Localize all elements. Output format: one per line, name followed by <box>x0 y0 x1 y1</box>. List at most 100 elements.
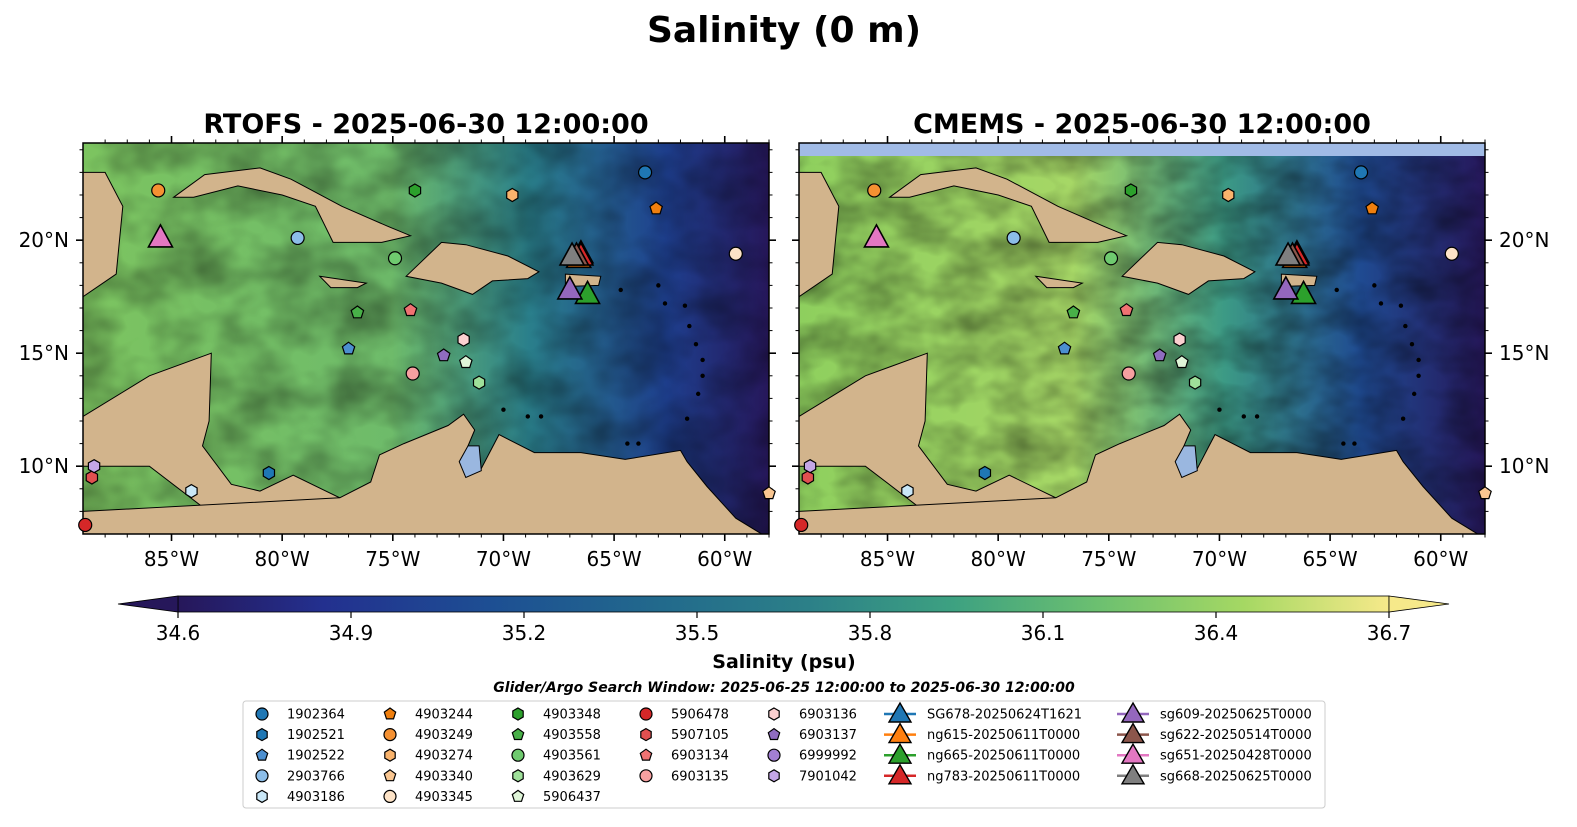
legend-label: 4903558 <box>543 728 601 743</box>
island <box>1400 416 1406 421</box>
legend-marker-2903766 <box>255 769 269 783</box>
legend-marker-ng783-20250611T0000 <box>887 763 913 785</box>
legend-label: 6999992 <box>799 749 857 764</box>
y-tick-label: 15°N <box>19 341 69 365</box>
legend-marker-4903561 <box>511 748 525 762</box>
legend-label: 1902364 <box>287 708 345 723</box>
figure-title: Salinity (0 m) <box>647 10 921 51</box>
argo-marker-6903137 <box>436 348 451 362</box>
argo-marker-1902521 <box>262 465 276 481</box>
legend-marker-4903249 <box>383 727 397 742</box>
glider-marker-sg651-20250428T0000 <box>863 223 890 248</box>
island <box>1334 287 1339 293</box>
land-polygon <box>83 352 350 534</box>
panel-frame-rtofs <box>82 142 770 535</box>
argo-marker-5907105 <box>85 470 99 485</box>
island <box>538 414 544 419</box>
legend-label: 4903561 <box>543 749 601 764</box>
argo-marker-1902522 <box>341 341 356 355</box>
legend-label: 6903137 <box>799 728 857 743</box>
legend-marker-7901042 <box>768 769 780 783</box>
island <box>693 341 699 347</box>
legend-label: 6903135 <box>671 769 729 784</box>
legend-label: 4903345 <box>415 790 473 805</box>
legend-marker-4903244 <box>383 707 397 720</box>
land-polygon <box>1034 275 1084 289</box>
argo-marker-1902364 <box>1353 165 1369 180</box>
argo-marker-6903135 <box>1121 366 1136 381</box>
island <box>636 441 641 446</box>
argo-marker-4903340 <box>762 486 776 500</box>
legend-label: 4903249 <box>415 728 473 743</box>
argo-marker-4903249 <box>151 183 166 198</box>
legend-marker-4903558 <box>511 727 525 741</box>
argo-marker-2903766 <box>290 230 305 246</box>
legend-marker-5906478 <box>639 707 653 721</box>
argo-marker-6903137 <box>1152 348 1167 362</box>
legend-label: 4903629 <box>543 769 601 784</box>
legend-marker-4903186 <box>256 789 268 804</box>
land-polygon <box>799 171 840 298</box>
legend-marker-6903134 <box>639 748 653 761</box>
land-polygon <box>318 275 368 289</box>
island <box>525 414 530 419</box>
argo-marker-4903558 <box>1066 305 1081 319</box>
argo-marker-6903134 <box>403 302 418 317</box>
legend-marker-1902521 <box>256 727 268 742</box>
y-tick-label: 20°N <box>19 228 69 252</box>
legend: 1902364 1902521 1902522 2903766 4903186 49032… <box>242 700 1326 809</box>
island <box>1378 301 1384 306</box>
map-panel-rtofs <box>83 143 769 534</box>
argo-marker-6903134 <box>1119 302 1134 317</box>
legend-marker-4903348 <box>512 707 524 721</box>
x-tick-label: 70°W <box>1192 547 1247 571</box>
island <box>656 283 661 288</box>
legend-marker-5907105 <box>640 727 652 742</box>
argo-marker-5906437 <box>458 354 473 369</box>
glider-marker-sg609-20250625T0000 <box>556 275 584 300</box>
x-tick-label: 80°W <box>971 547 1026 571</box>
island <box>1403 323 1408 329</box>
argo-marker-7901042 <box>803 459 817 474</box>
argo-marker-4903274 <box>1222 187 1235 203</box>
legend-label: sg668-20250625T0000 <box>1160 769 1312 784</box>
land-polygon <box>83 171 124 298</box>
panel-title-rtofs: RTOFS - 2025-06-30 12:00:00 <box>203 109 648 140</box>
legend-label: 5906437 <box>543 790 601 805</box>
island <box>695 391 701 397</box>
x-tick-label: 85°W <box>860 547 915 571</box>
legend-marker-6999992 <box>767 748 781 762</box>
island <box>1352 441 1357 446</box>
legend-marker-4903274 <box>384 748 396 762</box>
legend-label: 4903348 <box>543 708 601 723</box>
island <box>1409 341 1415 347</box>
y-tick-label: 10°N <box>1499 454 1549 478</box>
legend-marker-4903340 <box>383 769 397 782</box>
glider-marker-sg668-20250625T0000 <box>1274 241 1302 266</box>
argo-marker-4903345 <box>728 246 743 261</box>
axes: 85°W 80°W 75°W 70°W 65°W 60°W 10°N 15°N 20°N 85°W… <box>19 136 1549 571</box>
argo-marker-4903345 <box>1444 246 1459 261</box>
land-polygon <box>1121 241 1256 295</box>
legend-marker-6903135 <box>639 769 653 783</box>
legend-label: 6903134 <box>671 749 729 764</box>
legend-marker-sg622-20250514T0000 <box>1120 722 1146 744</box>
colorbar-tick-label: 36.7 <box>1367 621 1412 645</box>
legend-label: sg622-20250514T0000 <box>1160 728 1312 743</box>
argo-marker-4903249 <box>867 183 882 198</box>
island <box>501 407 506 412</box>
legend-label: 4903340 <box>415 769 473 784</box>
argo-marker-5906437 <box>1174 354 1189 369</box>
lake-polygon <box>458 445 482 479</box>
argo-marker-1902521 <box>978 465 992 481</box>
legend-marker-6903137 <box>767 727 781 741</box>
argo-marker-4903340 <box>1478 486 1492 500</box>
argo-marker-4903274 <box>506 187 519 203</box>
legend-label: ng615-20250611T0000 <box>927 728 1080 743</box>
argo-marker-7901042 <box>87 459 101 474</box>
island <box>1416 357 1421 363</box>
argo-marker-5906478 <box>78 517 93 533</box>
island <box>625 441 630 446</box>
legend-marker-1902364 <box>255 707 269 721</box>
colorbar-tick-label: 35.5 <box>675 621 720 645</box>
